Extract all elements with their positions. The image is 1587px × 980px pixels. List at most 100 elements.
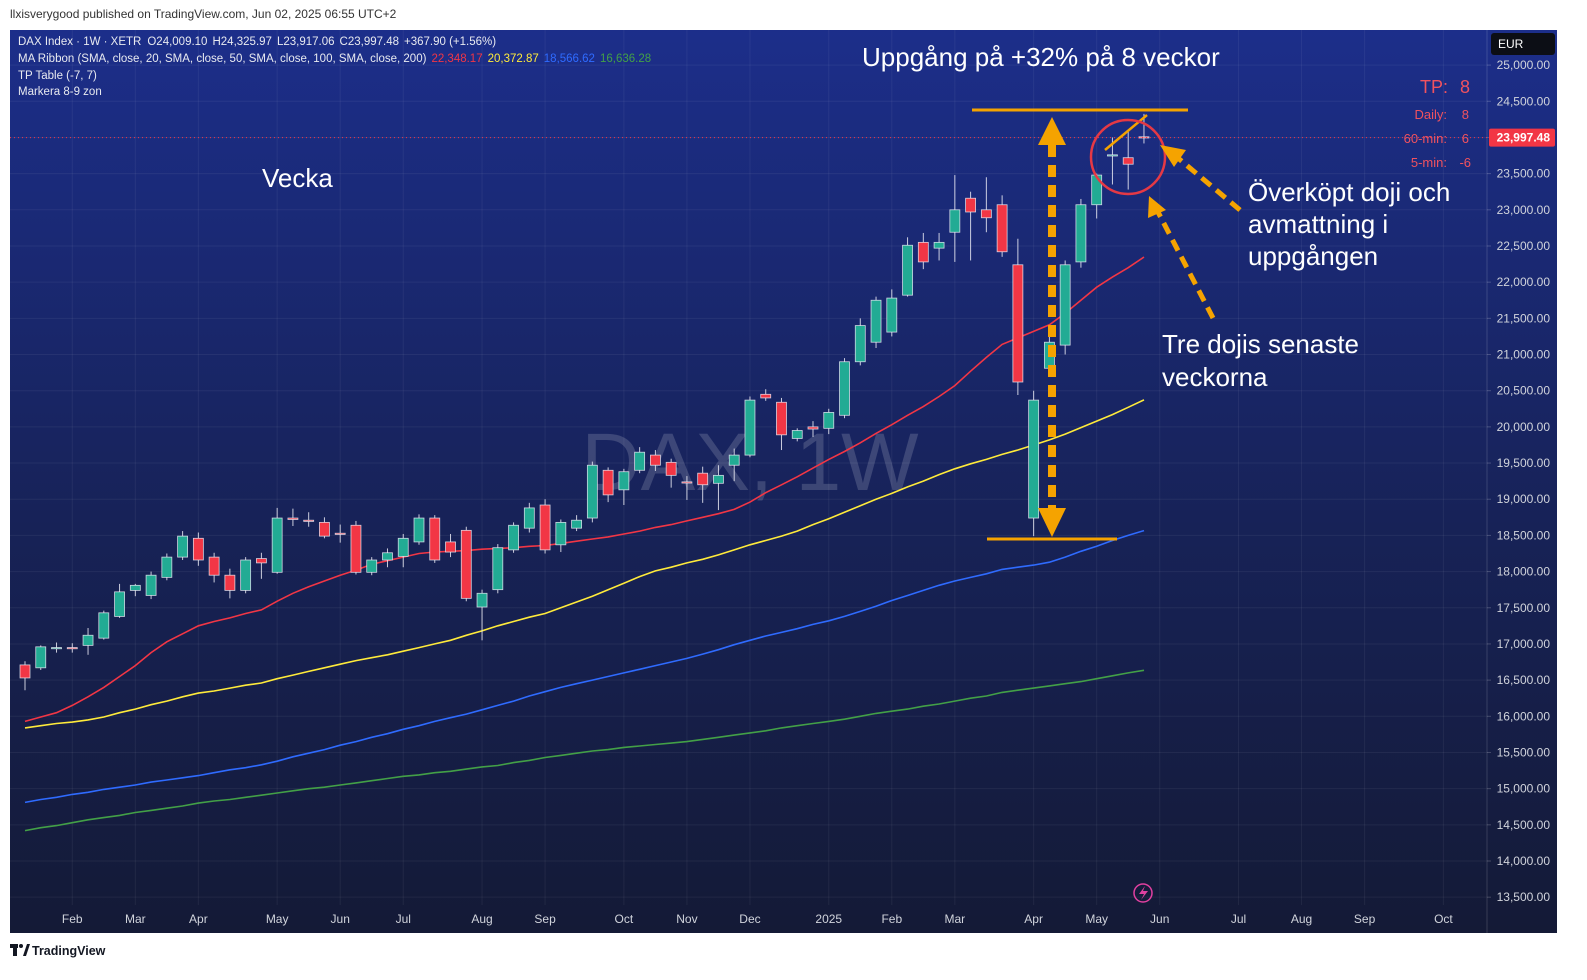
candle-body bbox=[303, 519, 315, 522]
legend-ma-value: 16,636.28 bbox=[600, 53, 651, 65]
arrow-head bbox=[1038, 508, 1066, 537]
logo-part bbox=[19, 944, 23, 948]
legend-key: L bbox=[277, 36, 284, 48]
x-tick-label: Dec bbox=[739, 912, 760, 926]
brand-logo bbox=[10, 944, 30, 956]
y-tick-label: 20,500.00 bbox=[1497, 384, 1551, 398]
x-tick-label: Mar bbox=[945, 912, 966, 926]
currency-box[interactable] bbox=[1491, 33, 1555, 55]
x-tick-label: 2025 bbox=[815, 912, 842, 926]
y-tick-label: 16,000.00 bbox=[1497, 709, 1551, 723]
arrow-head bbox=[1160, 145, 1186, 167]
ma-line bbox=[24, 256, 1145, 723]
candle-body bbox=[523, 507, 535, 529]
candle-body bbox=[413, 517, 425, 543]
highlight-circle bbox=[1089, 118, 1167, 196]
x-tick-label: Jul bbox=[396, 912, 411, 926]
candle-body bbox=[382, 552, 393, 561]
alert-icon[interactable] bbox=[1133, 883, 1153, 903]
annotation: Överköpt doji och bbox=[1248, 177, 1450, 207]
x-tick-label: Jun bbox=[331, 912, 350, 926]
y-tick-label: 17,500.00 bbox=[1497, 601, 1551, 615]
candle-body bbox=[98, 612, 110, 639]
candle-body bbox=[255, 558, 267, 564]
candle-body bbox=[823, 412, 835, 429]
legend-change: +367.90 (+1.56%) bbox=[404, 36, 496, 48]
y-tick-label: 17,000.00 bbox=[1497, 637, 1551, 651]
candle-body bbox=[114, 591, 125, 617]
candle-body bbox=[980, 209, 992, 219]
ma-line bbox=[24, 399, 1145, 729]
drawings bbox=[972, 108, 1242, 903]
y-tick-label: 24,500.00 bbox=[1497, 94, 1551, 108]
y-tick-label: 19,500.00 bbox=[1497, 456, 1551, 470]
candle-body bbox=[697, 472, 709, 486]
y-tick-label: 20,000.00 bbox=[1497, 420, 1551, 434]
brand: TradingView bbox=[32, 944, 106, 958]
legend-indicator: Markera 8-9 zon bbox=[18, 86, 102, 98]
last-price-tag bbox=[1489, 128, 1555, 147]
candle-body bbox=[208, 556, 220, 576]
legend-value: 24,009.10 bbox=[156, 36, 207, 48]
candle-body bbox=[192, 537, 204, 561]
y-tick-label: 14,500.00 bbox=[1497, 818, 1551, 832]
legend-key: C bbox=[340, 36, 348, 48]
x-tick-label: Feb bbox=[881, 912, 902, 926]
publisher: llxisverygood published on TradingView.c… bbox=[10, 7, 397, 21]
x-tick-label: Apr bbox=[189, 912, 208, 926]
y-tick-label: 16,500.00 bbox=[1497, 673, 1551, 687]
annotation: uppgången bbox=[1248, 241, 1378, 271]
ma-line bbox=[24, 529, 1145, 804]
candle-body bbox=[602, 469, 614, 496]
candle-body bbox=[129, 584, 141, 591]
x-tick-label: Oct bbox=[1434, 912, 1453, 926]
candle-body bbox=[397, 537, 409, 557]
candle-body bbox=[271, 517, 283, 573]
candle-body bbox=[1012, 264, 1024, 383]
legend-ma-value: 22,348.17 bbox=[431, 53, 482, 65]
candle-body bbox=[728, 454, 740, 466]
tp-value: -6 bbox=[1459, 155, 1471, 170]
pointer-arrow bbox=[1176, 156, 1242, 212]
legend-key: H bbox=[212, 36, 220, 48]
candle-body bbox=[429, 517, 441, 561]
tp-label: Daily: bbox=[1414, 107, 1447, 122]
legend-line: DAX Index · 1W · XETR O24,009.10 H24,325.9… bbox=[18, 36, 496, 48]
x-tick-label: Apr bbox=[1024, 912, 1043, 926]
alert-icon[interactable] bbox=[1139, 886, 1148, 900]
y-tick-label: 15,000.00 bbox=[1497, 782, 1551, 796]
legend-symbol: DAX Index · 1W · XETR bbox=[18, 36, 141, 48]
candle-body bbox=[681, 481, 693, 484]
tp-value: 8 bbox=[1462, 107, 1469, 122]
candle-body bbox=[839, 361, 850, 416]
candle-body bbox=[965, 197, 976, 213]
legend-value: 23,917.06 bbox=[283, 36, 334, 48]
annotation: veckorna bbox=[1162, 362, 1268, 392]
ma-line bbox=[24, 669, 1145, 832]
candle-body bbox=[933, 241, 945, 249]
y-tick-label: 13,500.00 bbox=[1497, 890, 1551, 904]
candle-body bbox=[571, 519, 582, 529]
candle-body bbox=[161, 556, 173, 578]
y-tick-label: 14,000.00 bbox=[1497, 854, 1551, 868]
y-tick-label: 18,000.00 bbox=[1497, 565, 1551, 579]
legend-value: 24,325.97 bbox=[221, 36, 272, 48]
candle-body bbox=[350, 524, 362, 573]
candle-body bbox=[492, 547, 504, 591]
tp-value: 8 bbox=[1460, 77, 1470, 97]
legend-key: O bbox=[147, 36, 156, 48]
y-tick-label: 21,500.00 bbox=[1497, 311, 1551, 325]
candle-body bbox=[791, 430, 803, 439]
candle-body bbox=[776, 401, 787, 436]
y-tick-label: 22,000.00 bbox=[1497, 275, 1551, 289]
grid bbox=[10, 30, 1487, 905]
logo-part bbox=[23, 944, 30, 956]
x-tick-label: May bbox=[1085, 912, 1108, 926]
y-tick-label: 25,000.00 bbox=[1497, 58, 1551, 72]
currency[interactable]: EUR bbox=[1498, 37, 1524, 51]
candle-body bbox=[82, 634, 94, 646]
candle-body bbox=[66, 647, 78, 650]
candle-body bbox=[807, 426, 819, 430]
